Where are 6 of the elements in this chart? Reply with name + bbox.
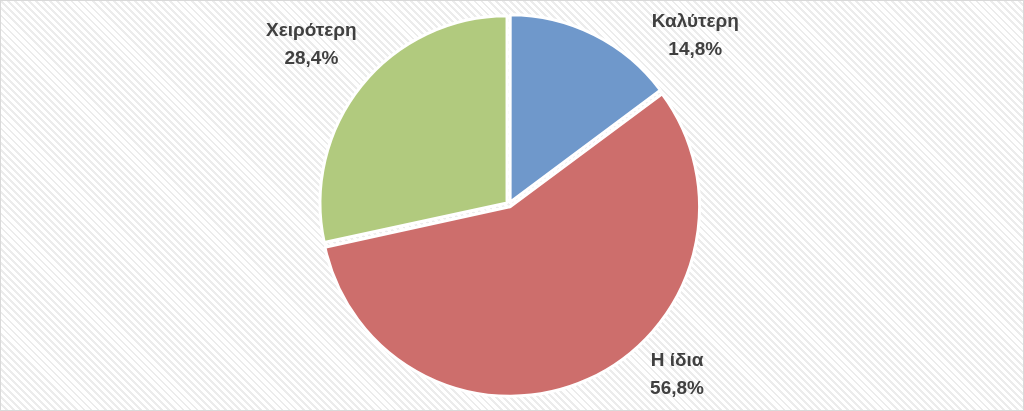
data-label: 56,8%: [650, 376, 705, 398]
data-label: 28,4%: [284, 47, 339, 69]
data-label: 14,8%: [668, 37, 723, 59]
slice-label: Χειρότερη: [266, 19, 357, 41]
slice-label: Καλύτερη: [651, 9, 739, 31]
slice-label: Η ίδια: [650, 348, 704, 370]
